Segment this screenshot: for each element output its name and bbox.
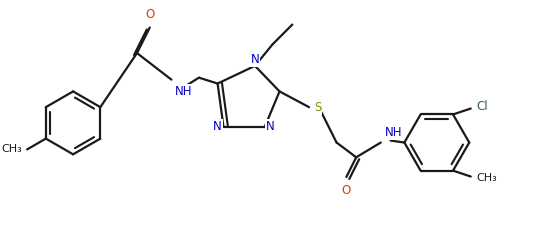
Text: Cl: Cl — [476, 100, 488, 113]
Text: NH: NH — [385, 126, 402, 139]
Text: N: N — [250, 53, 259, 67]
Text: CH₃: CH₃ — [2, 144, 22, 154]
Text: NH: NH — [175, 85, 193, 97]
Text: O: O — [342, 184, 351, 197]
Text: O: O — [145, 8, 154, 21]
Text: N: N — [266, 120, 275, 133]
Text: N: N — [213, 120, 222, 133]
Text: CH₃: CH₃ — [476, 173, 498, 183]
Text: S: S — [314, 101, 321, 114]
